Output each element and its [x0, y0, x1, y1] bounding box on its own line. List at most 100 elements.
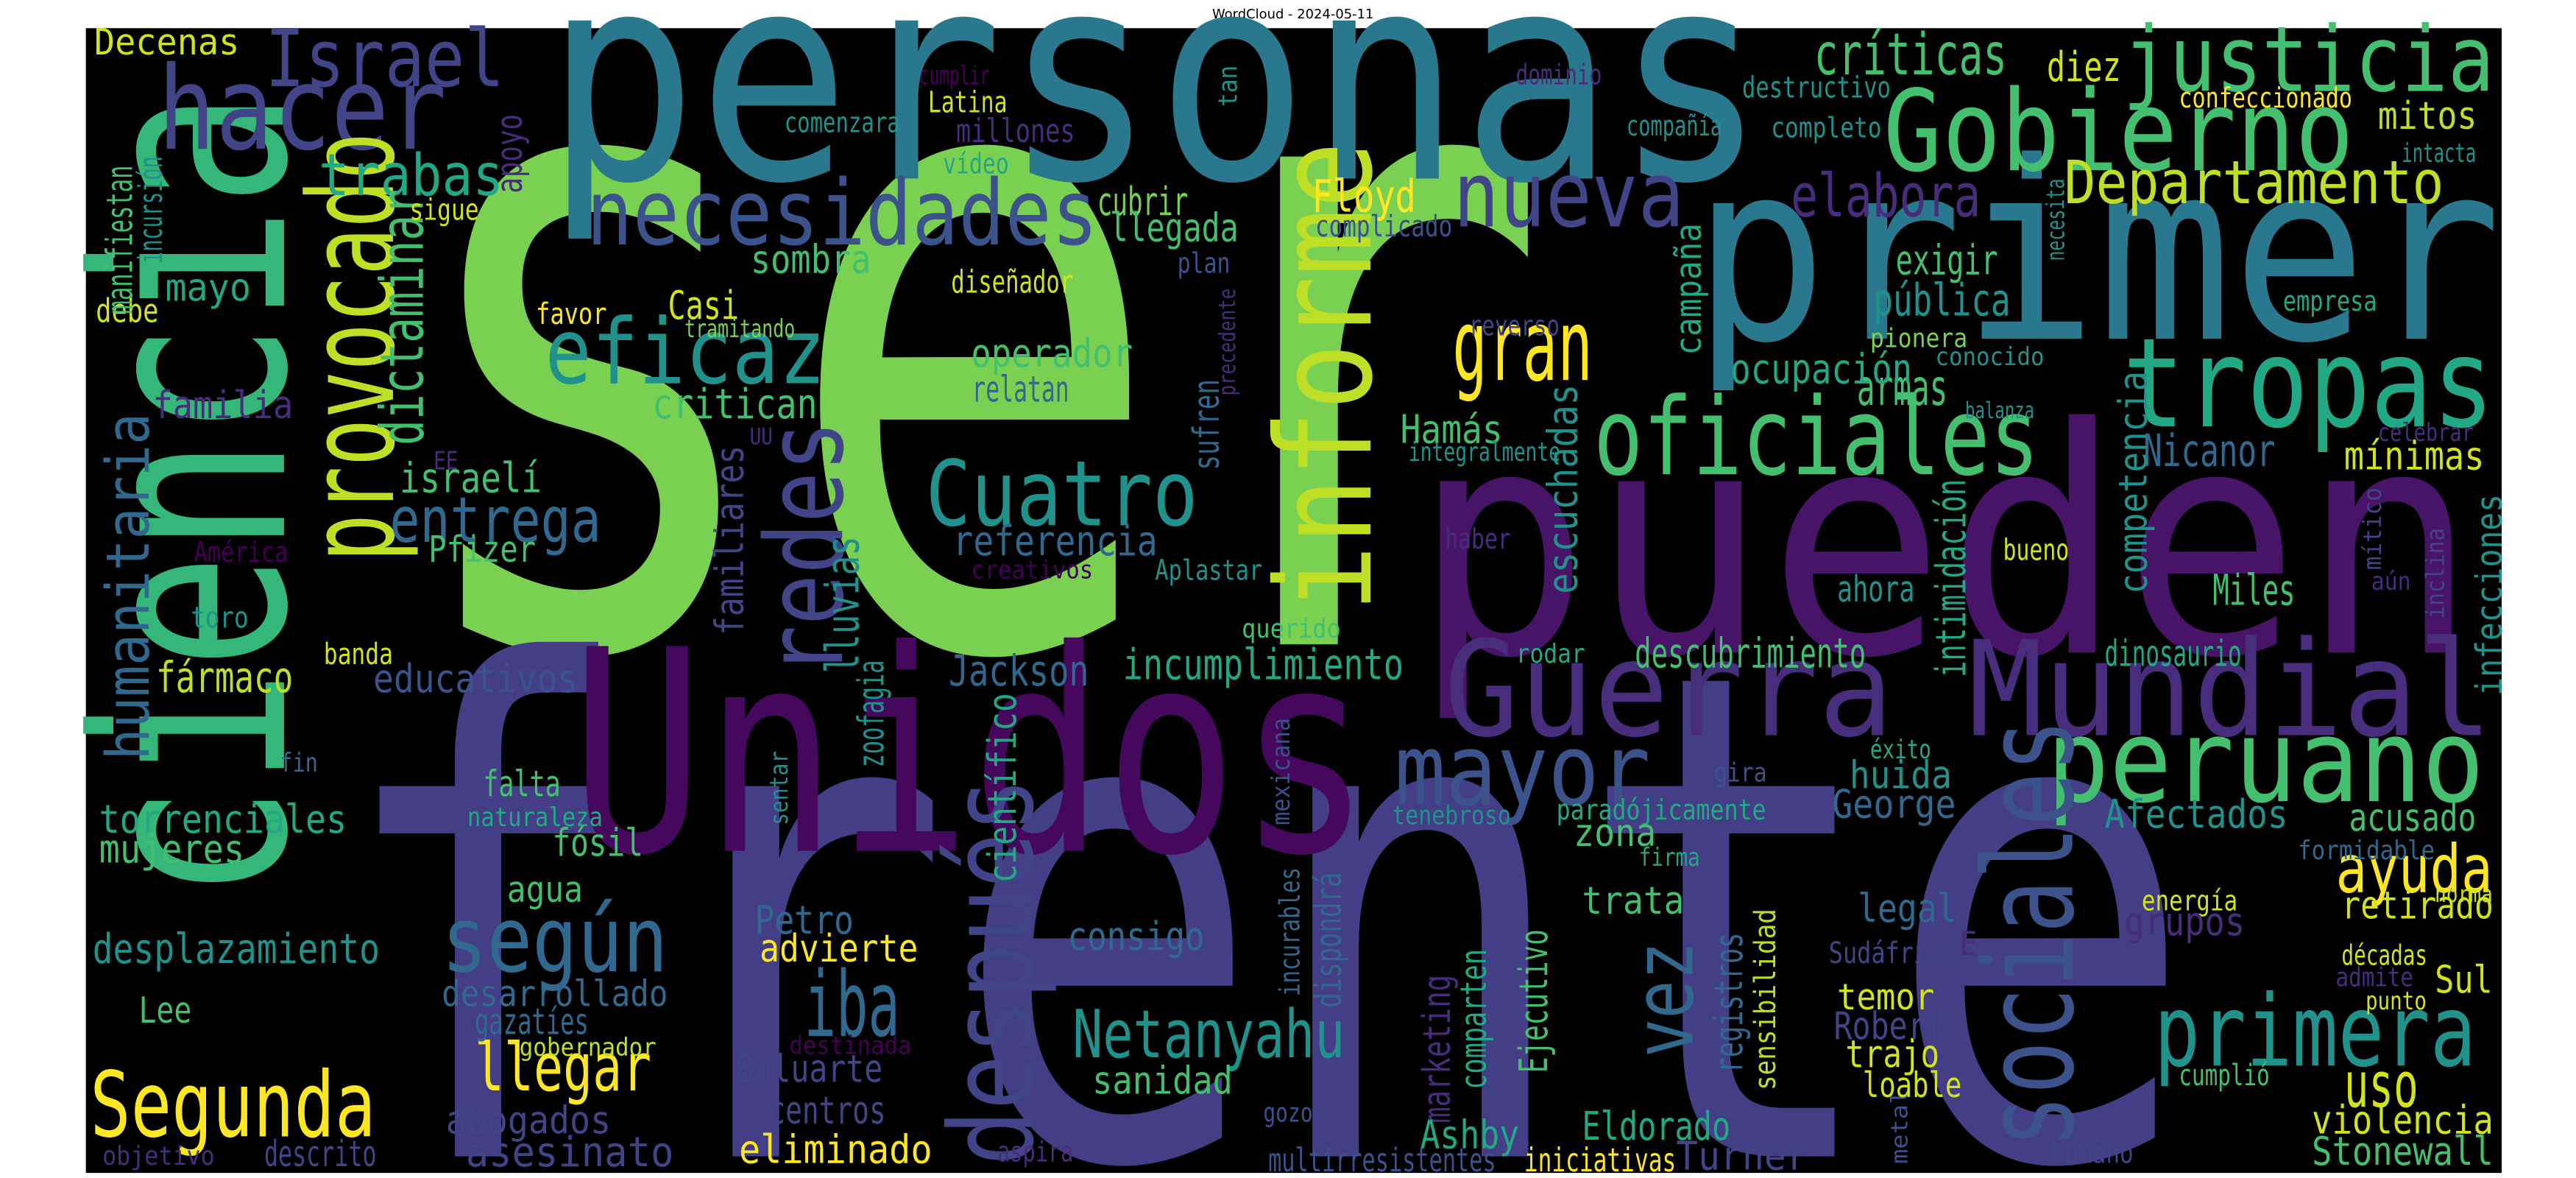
word: iba [804, 952, 900, 1058]
word: descrito [264, 1132, 377, 1175]
word: complicado [1315, 209, 1452, 244]
word: Segunda [90, 1053, 375, 1159]
word: cumplió [2179, 1058, 2269, 1093]
word: dinosaurio [2104, 632, 2241, 674]
word: sentar [765, 751, 793, 825]
word: fármaco [156, 652, 293, 702]
word: hacer [158, 42, 447, 177]
word: inclina [2421, 528, 2450, 618]
word: sanidad [1092, 1059, 1233, 1103]
word: sombra [751, 236, 871, 282]
word: frente [330, 528, 2196, 1178]
word: sufren [1185, 379, 1228, 470]
word: Guerra Mundial [1444, 613, 2493, 767]
word: zoofagia [849, 660, 892, 767]
word: diseñador [951, 264, 1073, 300]
word: Afectados [2104, 791, 2287, 837]
word: eliminado [739, 1126, 933, 1173]
word: torrenciales [99, 796, 347, 842]
word: exigir [1896, 237, 1998, 285]
word: Aplastar [1155, 554, 1262, 587]
word: Latina [928, 85, 1008, 120]
word: nueva [1453, 143, 1684, 249]
word: pionera [1870, 323, 1967, 353]
word: querido [1242, 614, 1341, 644]
word: Casi [668, 282, 739, 328]
word: dominio [1516, 59, 1602, 91]
word: marketing [1415, 975, 1459, 1124]
word: rodar [1516, 639, 1585, 669]
word: asesinato [466, 1129, 674, 1177]
word: sensibilidad [1748, 909, 1783, 1090]
word: primer [1693, 110, 2502, 398]
word: critican [652, 381, 817, 428]
word: descubrimiento [1635, 630, 1866, 678]
word: gazatíes [475, 1001, 589, 1043]
word: pública [1873, 275, 2010, 327]
word: falta [483, 763, 560, 805]
word: reverso [1469, 310, 1560, 342]
word: necesita [2041, 178, 2070, 261]
word: manifiestan [98, 166, 141, 314]
word: punto [2366, 987, 2427, 1015]
word: lluvias [816, 536, 870, 673]
word: personas [545, 0, 1766, 247]
word: energía [2142, 884, 2237, 917]
word: precedente [1214, 289, 1241, 396]
word: retirado [2341, 884, 2493, 928]
word: primera [2154, 973, 2477, 1089]
word: desplazamiento [93, 925, 380, 973]
word: según [442, 887, 668, 993]
word: Gobierno [1883, 66, 2354, 197]
word: paradójicamente [1557, 794, 1766, 826]
word: apoyo [488, 114, 531, 194]
word: mitos [2378, 94, 2477, 138]
word: armas [1857, 359, 1947, 417]
word: fósil [552, 821, 643, 865]
word: familia [153, 384, 294, 428]
word: centros [768, 1089, 885, 1133]
word: gira [1714, 758, 1767, 788]
word: E [1959, 924, 1978, 963]
word: cumplir [919, 61, 990, 91]
word: tramitando [684, 314, 795, 343]
word: toro [191, 601, 249, 635]
word: admite [2336, 963, 2413, 993]
word: infecciones [2468, 494, 2510, 696]
word: Jackson [949, 646, 1089, 696]
word: vídeo [943, 148, 1009, 180]
word: humanitaria [94, 413, 163, 760]
word: intacta [2402, 138, 2476, 169]
word: peruano [2047, 694, 2485, 829]
word: éxito [1870, 735, 1931, 765]
word: diez [2047, 43, 2121, 91]
word: Hamás [1401, 406, 1503, 452]
word: informe [1248, 141, 1402, 612]
word: celebrar [2378, 418, 2474, 447]
word: Departamento [2064, 149, 2444, 218]
word: operador [971, 330, 1133, 376]
word: Sul [2435, 959, 2493, 1003]
word: ayuda [2336, 832, 2493, 909]
word: favor [536, 297, 606, 331]
word: creativos [971, 555, 1093, 584]
word: gran [1452, 288, 1593, 403]
word: científico [979, 693, 1025, 883]
word: violencia [2312, 1096, 2494, 1143]
word: Turner [1676, 1133, 1808, 1178]
word: EE [434, 446, 459, 475]
word: pueden [1412, 361, 2477, 727]
word: trabas [319, 141, 503, 209]
word: cubrir [1097, 178, 1188, 225]
word: loable [1863, 1065, 1962, 1106]
word: huida [1850, 753, 1952, 797]
word: eficaz [545, 300, 825, 406]
word: ocupación [1730, 346, 1912, 394]
word: llegar [475, 1030, 651, 1107]
word: humano [2051, 1136, 2134, 1171]
word: mínimas [2344, 432, 2485, 479]
word: UU [750, 424, 773, 451]
word: destinada [789, 1031, 911, 1060]
word: confeccionado [2179, 82, 2352, 114]
word: tropas [2123, 311, 2494, 456]
